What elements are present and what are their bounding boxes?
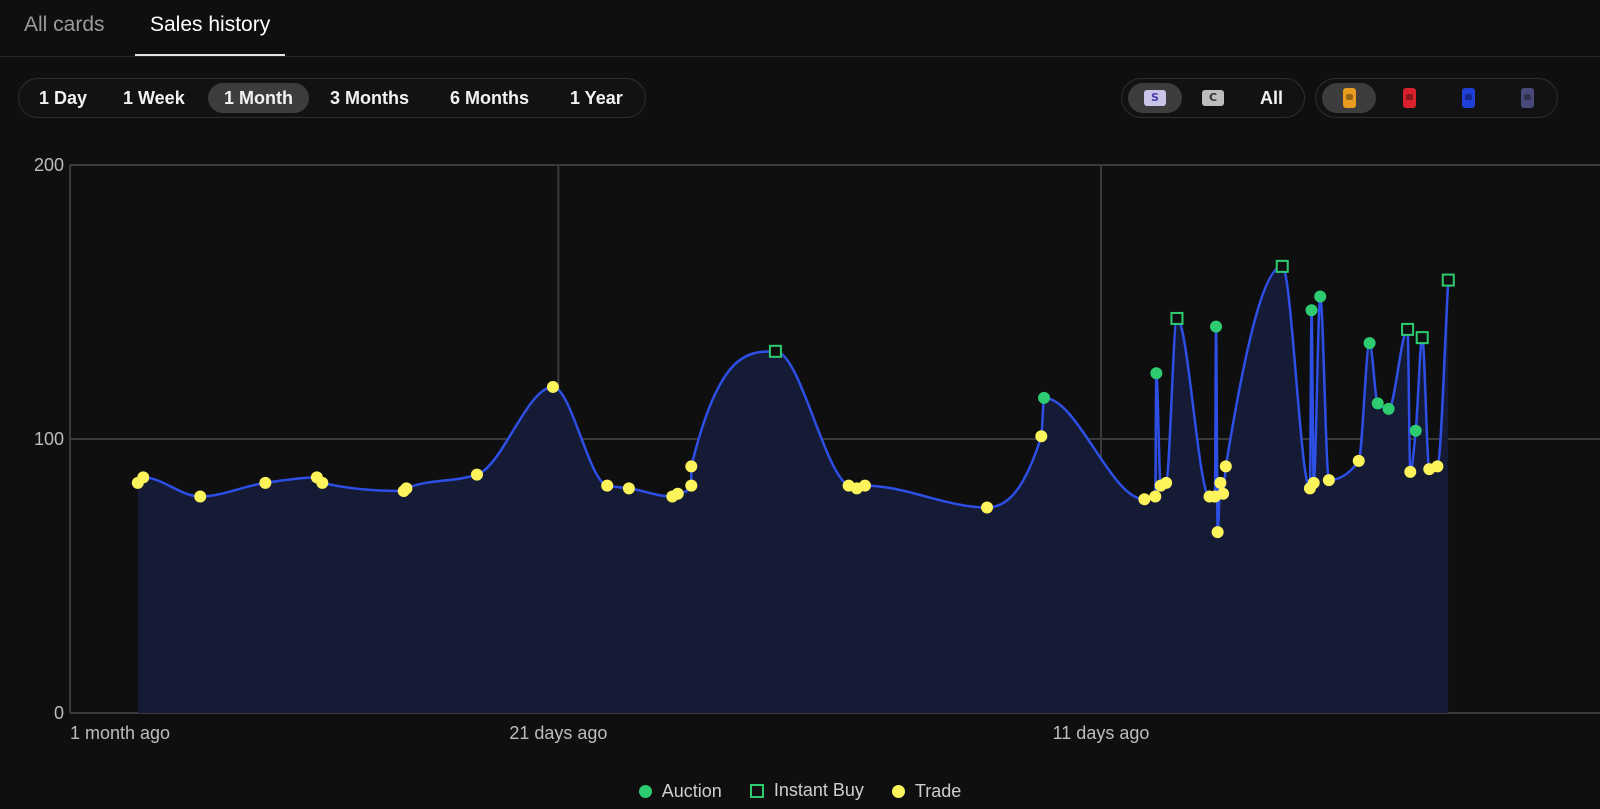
instant-buy-marker bbox=[1441, 273, 1455, 287]
x-tick-label: 1 month ago bbox=[70, 723, 170, 743]
trade-marker bbox=[1404, 465, 1417, 478]
auction-marker bbox=[1150, 367, 1163, 380]
instant-buy-marker bbox=[1275, 259, 1289, 273]
trade-marker bbox=[1352, 454, 1365, 467]
trade-marker bbox=[1307, 476, 1320, 489]
range-button-1-week[interactable]: 1 Week bbox=[123, 88, 185, 108]
y-tick-label: 100 bbox=[34, 429, 64, 449]
y-tick-label: 0 bbox=[54, 703, 64, 723]
trade-marker bbox=[1160, 476, 1173, 489]
trade-marker bbox=[685, 479, 698, 492]
trade-marker bbox=[1431, 460, 1444, 473]
tab-all-cards[interactable]: All cards bbox=[24, 13, 105, 36]
x-tick-label: 11 days ago bbox=[1053, 723, 1150, 743]
range-button-1-day[interactable]: 1 Day bbox=[39, 88, 88, 108]
trade-marker bbox=[194, 490, 207, 503]
common-card-icon: C bbox=[1202, 90, 1224, 106]
trade-marker bbox=[470, 468, 483, 481]
range-button-6-months[interactable]: 6 Months bbox=[450, 88, 529, 108]
rarity-blue-button[interactable] bbox=[1441, 83, 1495, 113]
trade-marker bbox=[316, 476, 329, 489]
auction-marker bbox=[1314, 290, 1327, 303]
card-type-filter: S C All bbox=[1121, 78, 1305, 118]
trade-marker bbox=[622, 482, 635, 495]
trade-marker bbox=[259, 476, 272, 489]
trade-marker bbox=[1214, 476, 1227, 489]
trade-legend-icon bbox=[891, 784, 905, 798]
filter-foil-button[interactable]: S bbox=[1128, 83, 1182, 113]
sales-history-chart: 0 100 200 1 month ago 21 days ago 11 days ago bbox=[34, 155, 1600, 743]
legend-label: Trade bbox=[914, 780, 962, 801]
auction-marker bbox=[1409, 424, 1422, 437]
instant-buy-legend-icon bbox=[749, 783, 764, 798]
trade-marker bbox=[137, 471, 150, 484]
legend-item-auction[interactable]: Auction bbox=[638, 780, 722, 802]
rarity-orange-button[interactable] bbox=[1322, 83, 1376, 113]
auction-marker bbox=[1038, 391, 1051, 404]
auction-legend-icon bbox=[638, 784, 652, 798]
trade-marker bbox=[981, 501, 994, 514]
legend-label: Instant Buy bbox=[773, 780, 864, 800]
trade-marker bbox=[1035, 430, 1048, 443]
instant-buy-marker bbox=[1415, 331, 1429, 345]
range-button-3-months[interactable]: 3 Months bbox=[330, 88, 409, 108]
trade-marker bbox=[671, 487, 684, 500]
orange-card-icon bbox=[1342, 88, 1356, 108]
rarity-filter bbox=[1315, 78, 1558, 118]
legend-label: Auction bbox=[661, 780, 722, 801]
blue-card-icon bbox=[1461, 88, 1475, 108]
tab-sales-history[interactable]: Sales history bbox=[135, 0, 286, 56]
auction-marker bbox=[1305, 304, 1318, 317]
trade-marker bbox=[1322, 474, 1335, 487]
range-button-1-year[interactable]: 1 Year bbox=[570, 88, 623, 108]
auction-marker bbox=[1210, 320, 1223, 333]
y-tick-label: 200 bbox=[34, 155, 64, 175]
trade-marker bbox=[601, 479, 614, 492]
rarity-purple-button[interactable] bbox=[1500, 83, 1554, 113]
instant-buy-marker bbox=[1170, 311, 1184, 325]
instant-buy-marker bbox=[768, 344, 782, 358]
trade-marker bbox=[1217, 487, 1230, 500]
rarity-red-button[interactable] bbox=[1382, 83, 1436, 113]
trade-marker bbox=[1138, 493, 1151, 506]
trade-marker bbox=[1219, 460, 1232, 473]
legend-item-trade[interactable]: Trade bbox=[891, 780, 962, 802]
auction-marker bbox=[1382, 402, 1395, 415]
foil-card-icon: S bbox=[1144, 90, 1166, 106]
trade-marker bbox=[400, 482, 413, 495]
purple-card-icon bbox=[1520, 88, 1534, 108]
filter-common-button[interactable]: C bbox=[1186, 83, 1240, 113]
auction-marker bbox=[1363, 337, 1376, 350]
auction-marker bbox=[1371, 397, 1384, 410]
range-button-1-month[interactable]: 1 Month bbox=[208, 83, 309, 113]
chart-legend: Auction Instant Buy Trade bbox=[0, 780, 1600, 803]
red-card-icon bbox=[1402, 88, 1416, 108]
instant-buy-marker bbox=[1401, 322, 1415, 336]
time-range-selector: 1 Day 1 Week 1 Month 3 Months 6 Months 1 Year bbox=[18, 78, 646, 118]
trade-marker bbox=[858, 479, 871, 492]
trade-marker bbox=[1149, 490, 1162, 503]
trade-marker bbox=[546, 380, 559, 393]
tab-bar: All cards Sales history bbox=[0, 0, 1600, 57]
trade-marker bbox=[1211, 526, 1224, 539]
filter-all-button[interactable]: All bbox=[1260, 88, 1284, 108]
trade-marker bbox=[685, 460, 698, 473]
legend-item-instant-buy[interactable]: Instant Buy bbox=[749, 780, 864, 801]
x-tick-label: 21 days ago bbox=[509, 723, 607, 743]
price-area bbox=[137, 266, 1449, 713]
